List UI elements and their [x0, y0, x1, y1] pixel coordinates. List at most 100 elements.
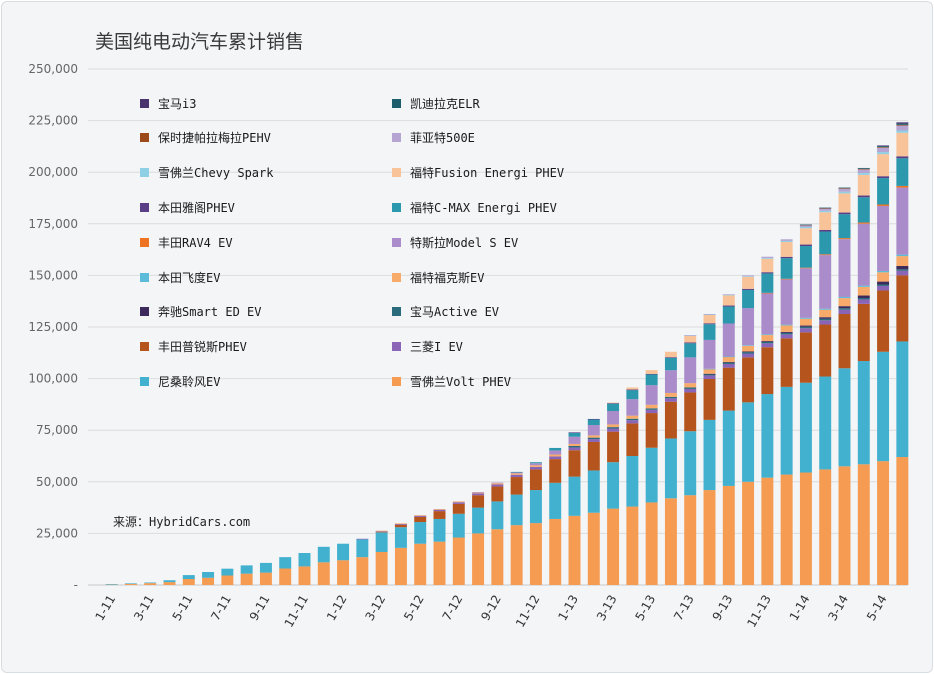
- bar-segment: [587, 439, 600, 442]
- bar-segment: [877, 145, 890, 147]
- bar-segment: [414, 515, 427, 517]
- bar-segment: [857, 168, 870, 170]
- bar-segment: [838, 187, 851, 189]
- bar-segment: [819, 469, 832, 585]
- bar-segment: [722, 306, 735, 324]
- bar-segment: [607, 411, 620, 425]
- bar-segment: [703, 324, 716, 340]
- bar-segment: [684, 387, 697, 389]
- bar-segment: [414, 543, 427, 585]
- bar-segment: [337, 560, 350, 585]
- bar-segment: [819, 231, 832, 255]
- bar-segment: [799, 268, 812, 318]
- bar-segment: [684, 343, 697, 358]
- x-tick-label: 5-13: [632, 593, 658, 624]
- bar-segment: [240, 565, 253, 574]
- bar-segment: [626, 418, 639, 421]
- bar-segment: [761, 257, 774, 259]
- y-tick-label: 225,000: [28, 114, 78, 128]
- bar-segment: [587, 512, 600, 585]
- bar-segment: [799, 317, 812, 319]
- bar-segment: [626, 415, 639, 419]
- bar-segment: [896, 125, 909, 131]
- bar-segment: [607, 428, 620, 432]
- y-tick-label: 250,000: [28, 62, 78, 76]
- bar-segment: [896, 341, 909, 458]
- bar-segment: [896, 124, 909, 126]
- bar-segment: [664, 398, 677, 402]
- x-tick-label: 7-11: [208, 593, 234, 624]
- legend-swatch: [392, 376, 401, 386]
- y-tick-label: 75,000: [36, 423, 78, 437]
- bar-segment: [780, 258, 793, 279]
- legend-label: 宝马i3: [158, 96, 197, 111]
- bar-segment: [877, 270, 890, 273]
- bar-segment: [587, 470, 600, 513]
- bar-segment: [877, 272, 890, 282]
- bar-segment: [780, 324, 793, 326]
- legend-swatch: [140, 237, 149, 247]
- bar-segment: [124, 583, 137, 584]
- bar-segment: [664, 498, 677, 585]
- bar-segment: [703, 314, 716, 324]
- bar-segment: [780, 338, 793, 387]
- bar-segment: [896, 256, 909, 267]
- bar-segment: [896, 122, 909, 124]
- bar-segment: [163, 580, 176, 583]
- bar-segment: [780, 331, 793, 333]
- bar-segment: [857, 298, 870, 300]
- legend-label: 奔驰Smart ED EV: [158, 305, 262, 320]
- bar-segment: [549, 450, 562, 455]
- bar-segment: [819, 324, 832, 377]
- bar-segment: [375, 531, 388, 533]
- bar-segment: [799, 224, 812, 227]
- bar-segment: [491, 486, 504, 502]
- bar-segment: [722, 356, 735, 358]
- bar-segment: [703, 369, 716, 374]
- bar-segment: [414, 515, 427, 516]
- bar-segment: [491, 483, 504, 485]
- x-tick-label: 3-14: [825, 593, 851, 624]
- bar-segment: [664, 370, 677, 393]
- bar-segment: [838, 298, 851, 307]
- bar-segment: [259, 572, 272, 585]
- bar-segment: [337, 543, 350, 561]
- bar-segment: [607, 424, 620, 428]
- bar-segment: [838, 308, 851, 310]
- bar-segment: [626, 389, 639, 391]
- bar-segment: [819, 254, 832, 256]
- bar-segment: [510, 474, 523, 478]
- bar-segment: [394, 523, 407, 524]
- bar-segment: [799, 326, 812, 329]
- bar-segment: [722, 362, 735, 364]
- bar-segment: [838, 296, 851, 299]
- bar-segment: [722, 356, 735, 363]
- legend-label: 丰田RAV4 EV: [158, 235, 233, 250]
- bar-segment: [722, 363, 735, 368]
- bar-segment: [375, 532, 388, 552]
- legend-label: 特斯拉Model S EV: [410, 235, 519, 250]
- bar-segment: [433, 509, 446, 510]
- bar-segment: [819, 210, 832, 213]
- x-tick-label: 9-13: [710, 593, 736, 624]
- legend-label: 本田雅阁PHEV: [158, 200, 235, 215]
- bar-segment: [529, 523, 542, 585]
- bar-segment: [896, 254, 909, 257]
- bar-segment: [221, 575, 234, 585]
- x-tick-label: 5-12: [401, 593, 427, 624]
- bar-segment: [549, 456, 562, 460]
- bar-segment: [896, 123, 909, 125]
- bar-segment: [857, 222, 870, 224]
- bar-segment: [684, 335, 697, 336]
- bar-segment: [742, 357, 755, 403]
- bar-segment: [452, 513, 465, 538]
- legend-swatch: [392, 98, 401, 108]
- bar-segment: [877, 351, 890, 462]
- bar-segment: [819, 376, 832, 470]
- bar-segment: [722, 362, 735, 363]
- bar-segment: [703, 339, 716, 369]
- bar-segment: [877, 281, 890, 285]
- bar-segment: [105, 584, 118, 585]
